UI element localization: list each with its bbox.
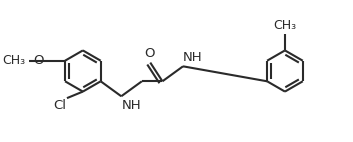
Text: NH: NH	[183, 51, 203, 63]
Text: CH₃: CH₃	[2, 54, 26, 67]
Text: O: O	[33, 54, 43, 67]
Text: O: O	[144, 47, 155, 60]
Text: Cl: Cl	[53, 99, 66, 112]
Text: CH₃: CH₃	[273, 19, 297, 32]
Text: NH: NH	[122, 99, 142, 112]
